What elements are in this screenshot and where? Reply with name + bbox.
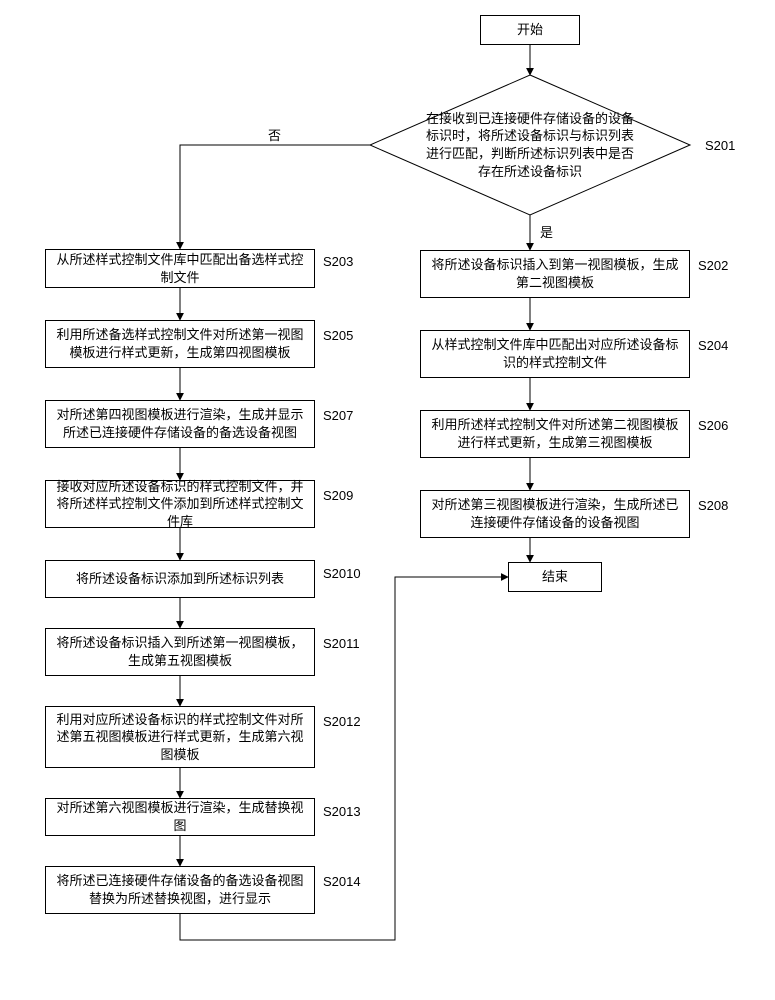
step-s201: S201 (705, 138, 735, 153)
node-s204: 从样式控制文件库中匹配出对应所述设备标识的样式控制文件 (420, 330, 690, 378)
step-s209: S209 (323, 488, 353, 503)
text-s208: 对所述第三视图模板进行渲染，生成所述已连接硬件存储设备的设备视图 (429, 496, 681, 531)
text-s206: 利用所述样式控制文件对所述第二视图模板进行样式更新，生成第三视图模板 (429, 416, 681, 451)
step-s205: S205 (323, 328, 353, 343)
node-s202: 将所述设备标识插入到第一视图模板，生成第二视图模板 (420, 250, 690, 298)
text-s204: 从样式控制文件库中匹配出对应所述设备标识的样式控制文件 (429, 336, 681, 371)
text-s2012: 利用对应所述设备标识的样式控制文件对所述第五视图模板进行样式更新，生成第六视图模… (54, 711, 306, 764)
node-s205: 利用所述备选样式控制文件对所述第一视图模板进行样式更新，生成第四视图模板 (45, 320, 315, 368)
step-s208: S208 (698, 498, 728, 513)
node-s2011: 将所述设备标识插入到所述第一视图模板，生成第五视图模板 (45, 628, 315, 676)
start-node: 开始 (480, 15, 580, 45)
text-s203: 从所述样式控制文件库中匹配出备选样式控制文件 (54, 251, 306, 286)
node-s203: 从所述样式控制文件库中匹配出备选样式控制文件 (45, 249, 315, 288)
node-s209: 接收对应所述设备标识的样式控制文件，并将所述样式控制文件添加到所述样式控制文件库 (45, 480, 315, 528)
text-s205: 利用所述备选样式控制文件对所述第一视图模板进行样式更新，生成第四视图模板 (54, 326, 306, 361)
step-s207: S207 (323, 408, 353, 423)
text-s2013: 对所述第六视图模板进行渲染，生成替换视图 (54, 799, 306, 834)
step-s2013: S2013 (323, 804, 361, 819)
flowchart-canvas: 开始 在接收到已连接硬件存储设备的设备标识时，将所述设备标识与标识列表进行匹配，… (0, 0, 775, 1000)
edge-no: 否 (268, 125, 281, 144)
step-s2012: S2012 (323, 714, 361, 729)
text-s202: 将所述设备标识插入到第一视图模板，生成第二视图模板 (429, 256, 681, 291)
node-s2010: 将所述设备标识添加到所述标识列表 (45, 560, 315, 598)
step-s204: S204 (698, 338, 728, 353)
step-s206: S206 (698, 418, 728, 433)
step-s2014: S2014 (323, 874, 361, 889)
text-s2014: 将所述已连接硬件存储设备的备选设备视图替换为所述替换视图，进行显示 (54, 872, 306, 907)
decision-text: 在接收到已连接硬件存储设备的设备标识时，将所述设备标识与标识列表进行匹配，判断所… (370, 75, 690, 215)
step-s2011: S2011 (323, 636, 360, 651)
node-s2012: 利用对应所述设备标识的样式控制文件对所述第五视图模板进行样式更新，生成第六视图模… (45, 706, 315, 768)
edge-yes: 是 (540, 222, 553, 241)
text-s2011: 将所述设备标识插入到所述第一视图模板，生成第五视图模板 (54, 634, 306, 669)
end-label: 结束 (542, 568, 568, 586)
text-s209: 接收对应所述设备标识的样式控制文件，并将所述样式控制文件添加到所述样式控制文件库 (54, 478, 306, 531)
text-s2010: 将所述设备标识添加到所述标识列表 (76, 570, 284, 588)
node-s207: 对所述第四视图模板进行渲染，生成并显示所述已连接硬件存储设备的备选设备视图 (45, 400, 315, 448)
start-label: 开始 (517, 21, 543, 39)
node-s2014: 将所述已连接硬件存储设备的备选设备视图替换为所述替换视图，进行显示 (45, 866, 315, 914)
node-s206: 利用所述样式控制文件对所述第二视图模板进行样式更新，生成第三视图模板 (420, 410, 690, 458)
decision-node: 在接收到已连接硬件存储设备的设备标识时，将所述设备标识与标识列表进行匹配，判断所… (370, 75, 690, 215)
node-s208: 对所述第三视图模板进行渲染，生成所述已连接硬件存储设备的设备视图 (420, 490, 690, 538)
text-s207: 对所述第四视图模板进行渲染，生成并显示所述已连接硬件存储设备的备选设备视图 (54, 406, 306, 441)
step-s2010: S2010 (323, 566, 361, 581)
end-node: 结束 (508, 562, 602, 592)
node-s2013: 对所述第六视图模板进行渲染，生成替换视图 (45, 798, 315, 836)
step-s203: S203 (323, 254, 353, 269)
step-s202: S202 (698, 258, 728, 273)
